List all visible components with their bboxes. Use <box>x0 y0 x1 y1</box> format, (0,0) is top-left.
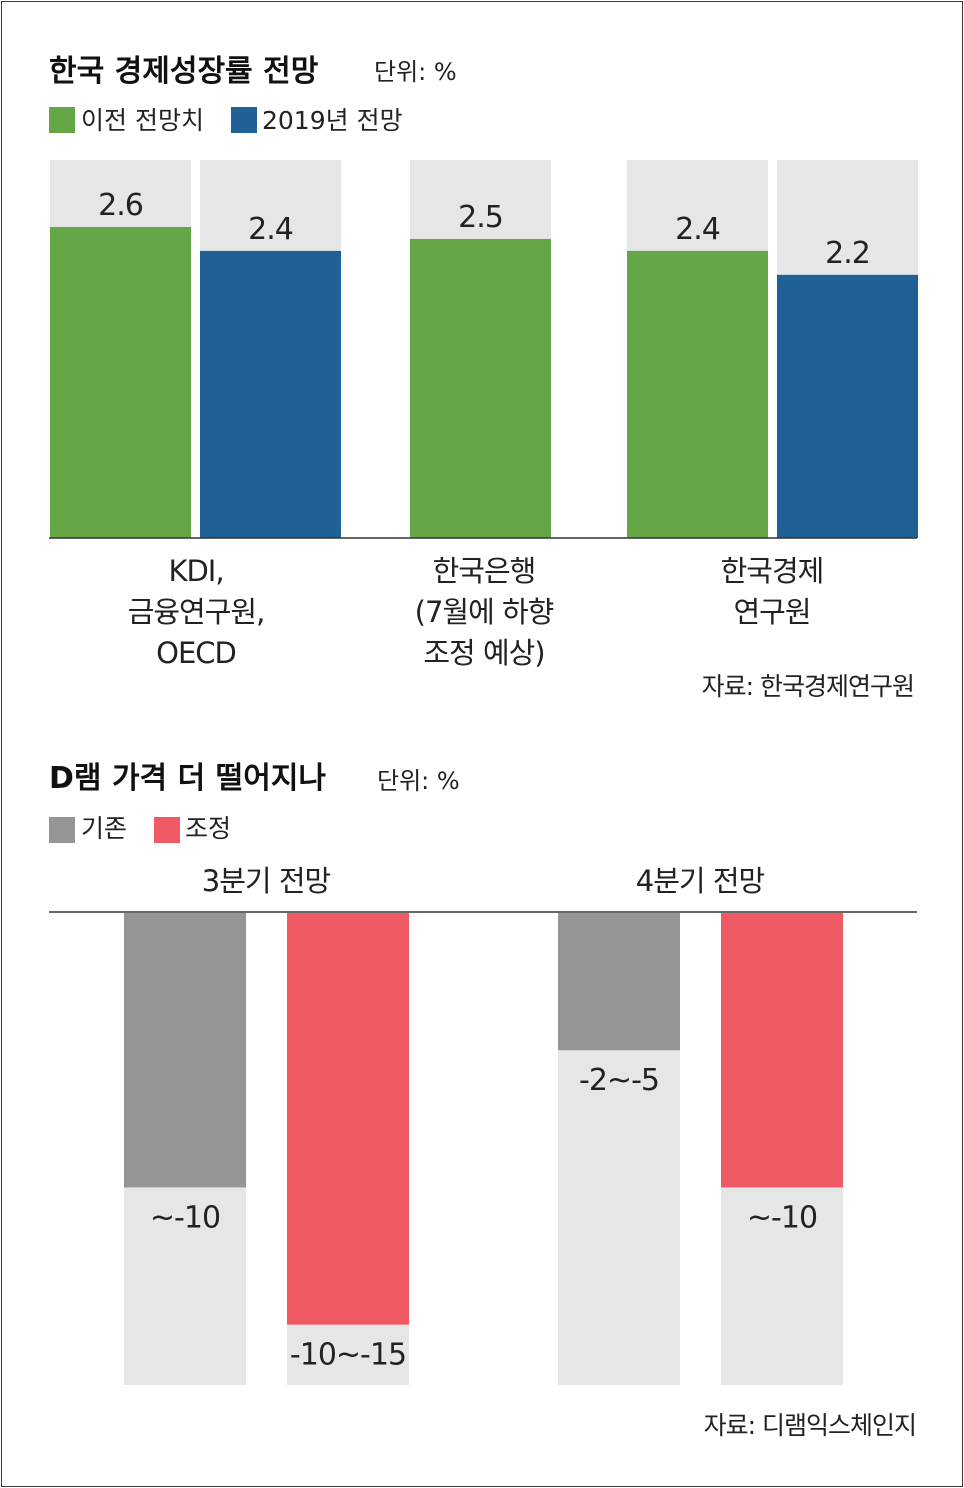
chart2-data-label-1-1: ~-10 <box>747 1200 817 1235</box>
chart2-legend-label-0: 기존 <box>81 814 127 843</box>
chart2-bar-0-0 <box>124 913 246 1188</box>
chart1-data-label-0-0: 2.6 <box>98 188 143 223</box>
chart1-title: 한국 경제성장률 전망 <box>49 54 319 89</box>
chart1-data-label-2-0: 2.4 <box>675 212 720 247</box>
chart2-group-headers: 3분기 전망 4분기 전망 <box>202 864 766 898</box>
chart1-bar-0-1 <box>200 250 341 539</box>
chart1-bar-1-0 <box>410 238 551 538</box>
chart2-legend-label-1: 조정 <box>185 814 231 843</box>
chart1-legend-label-0: 이전 전망치 <box>81 106 204 135</box>
chart1-category-label-1-1: (7월에 하향 <box>415 595 554 629</box>
chart2-bar-0-1 <box>287 913 409 1325</box>
chart2-legend-swatch-0 <box>49 817 75 843</box>
chart2-unit: 단위: % <box>377 767 460 795</box>
chart1-category-label-1-0: 한국은행 <box>433 554 536 588</box>
chart1-data-label-0-1: 2.4 <box>248 212 293 247</box>
chart1-data-label-2-1: 2.2 <box>825 236 870 271</box>
chart1-category-label-2-0: 한국경제 <box>721 554 824 588</box>
chart1-category-label-0-0: KDI, <box>168 554 223 588</box>
chart2-group-header-0: 3분기 전망 <box>202 864 331 898</box>
chart1-category-label-0-1: 금융연구원, <box>128 595 265 629</box>
chart2-bar-1-0 <box>558 913 680 1051</box>
chart1-category-label-0-2: OECD <box>156 636 236 670</box>
chart2-title: D램 가격 더 떨어지나 <box>49 761 326 796</box>
chart2-data-label-1-0: -2~-5 <box>579 1063 659 1098</box>
chart2-plot: ~-10 -10~-15 -2~-5 ~-10 <box>124 913 843 1385</box>
chart2-legend-swatch-1 <box>154 817 180 843</box>
chart1-legend-swatch-0 <box>49 107 75 133</box>
chart2-data-label-0-0: ~-10 <box>150 1200 220 1235</box>
chart1-category-label-2-1: 연구원 <box>733 595 810 629</box>
chart2-bar-1-1 <box>721 913 843 1188</box>
chart1-data-label-1-0: 2.5 <box>458 200 503 235</box>
chart2-source: 자료: 디램익스체인지 <box>704 1411 916 1440</box>
chart1-bar-2-0 <box>627 250 768 539</box>
chart1-bar-2-1 <box>777 274 918 538</box>
chart1-category-label-1-2: 조정 예상) <box>423 636 544 670</box>
chart2-group-header-1: 4분기 전망 <box>636 864 765 898</box>
chart1-unit: 단위: % <box>374 58 457 86</box>
chart1-plot: 2.6 2.4 2.5 2.4 2.2 <box>50 160 918 539</box>
chart1-legend-label-1: 2019년 전망 <box>262 106 403 135</box>
chart1-source: 자료: 한국경제연구원 <box>702 672 914 701</box>
chart1-bar-0-0 <box>50 226 191 538</box>
chart1-legend-swatch-1 <box>231 107 257 133</box>
chart2-data-label-0-1: -10~-15 <box>290 1338 406 1373</box>
